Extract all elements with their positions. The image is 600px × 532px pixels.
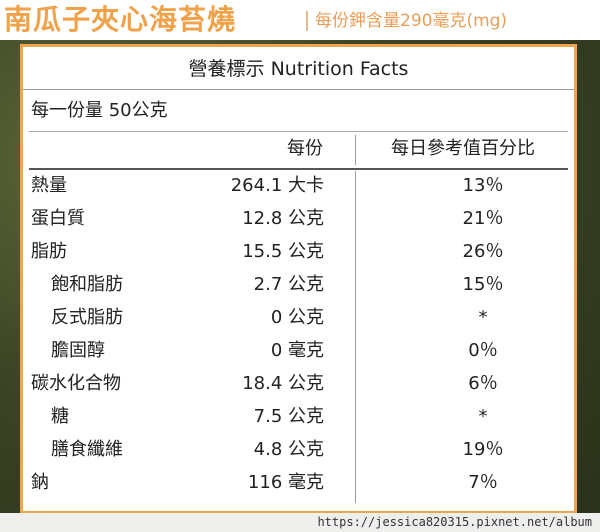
album-url: https://jessica820315.pixnet.net/album	[317, 515, 592, 529]
nutrient-row: 膳食纖維 4.8 公克 19％	[23, 433, 574, 466]
nutrient-amount: 0 毫克	[270, 340, 324, 361]
nutrient-name: 碳水化合物	[31, 373, 121, 394]
column-divider-header	[355, 135, 356, 165]
nutrient-name: 脂肪	[31, 241, 67, 262]
nutrient-row: 鈉 116 毫克 7％	[23, 466, 574, 499]
nutrient-daily-value: 6％	[468, 373, 498, 394]
nutrient-daily-value: 13％	[462, 175, 504, 196]
nutrient-daily-value: *	[478, 406, 488, 427]
nutrient-name: 熱量	[31, 175, 67, 196]
nutrient-row: 脂肪 15.5 公克 26％	[23, 235, 574, 268]
nutrient-row: 糖 7.5 公克 *	[23, 400, 574, 433]
nutrient-name: 鈉	[31, 472, 49, 493]
column-divider	[355, 171, 356, 503]
header-divider	[306, 11, 308, 31]
nutrient-row: 反式脂肪 0 公克 *	[23, 301, 574, 334]
nutrient-row: 飽和脂肪 2.7 公克 15％	[23, 268, 574, 301]
nutrient-table: 熱量 264.1 大卡 13％ 蛋白質 12.8 公克 21％ 脂肪 15.5 公克 26％ 飽和…	[23, 169, 574, 499]
nutrient-row: 膽固醇 0 毫克 0％	[23, 334, 574, 367]
nutrient-daily-value: 26％	[462, 241, 504, 262]
nutrient-amount: 264.1 大卡	[230, 175, 324, 196]
nutrient-amount: 12.8 公克	[242, 208, 324, 229]
serving-divider	[29, 131, 568, 132]
serving-size: 每一份量 50公克	[31, 100, 168, 121]
nutrient-name: 飽和脂肪	[51, 274, 123, 295]
nutrient-name: 膽固醇	[51, 340, 105, 361]
nutrient-daily-value: *	[478, 307, 488, 328]
nutrient-name: 蛋白質	[31, 208, 85, 229]
footer-bar: https://jessica820315.pixnet.net/album	[0, 513, 600, 532]
label-title: 營養標示 Nutrition Facts	[23, 47, 574, 90]
nutrient-row: 蛋白質 12.8 公克 21％	[23, 202, 574, 235]
nutrient-name: 反式脂肪	[51, 307, 123, 328]
column-header-daily-value: 每日參考值百分比	[391, 138, 535, 159]
nutrient-amount: 15.5 公克	[242, 241, 324, 262]
potassium-note: 每份鉀含量290毫克(mg)	[315, 11, 508, 31]
nutrient-amount: 116 毫克	[247, 472, 324, 493]
nutrient-amount: 7.5 公克	[253, 406, 324, 427]
header-bar: 南瓜子夾心海苔燒 每份鉀含量290毫克(mg)	[0, 0, 600, 40]
nutrient-daily-value: 15％	[462, 274, 504, 295]
nutrient-name: 糖	[51, 406, 69, 427]
nutrient-daily-value: 0％	[468, 340, 498, 361]
nutrient-row: 碳水化合物 18.4 公克 6％	[23, 367, 574, 400]
nutrient-amount: 2.7 公克	[253, 274, 324, 295]
nutrient-name: 膳食纖維	[51, 439, 123, 460]
column-header-per-serving: 每份	[287, 138, 323, 159]
nutrient-daily-value: 19％	[462, 439, 504, 460]
nutrient-daily-value: 21％	[462, 208, 504, 229]
nutrition-label: 營養標示 Nutrition Facts 每一份量 50公克 每份 每日參考值百…	[20, 44, 577, 514]
nutrient-amount: 4.8 公克	[253, 439, 324, 460]
product-title: 南瓜子夾心海苔燒	[4, 3, 237, 36]
nutrient-amount: 0 公克	[270, 307, 324, 328]
nutrient-daily-value: 7％	[468, 472, 498, 493]
nutrient-row: 熱量 264.1 大卡 13％	[23, 169, 574, 202]
header-rule	[29, 168, 568, 170]
nutrient-amount: 18.4 公克	[242, 373, 324, 394]
